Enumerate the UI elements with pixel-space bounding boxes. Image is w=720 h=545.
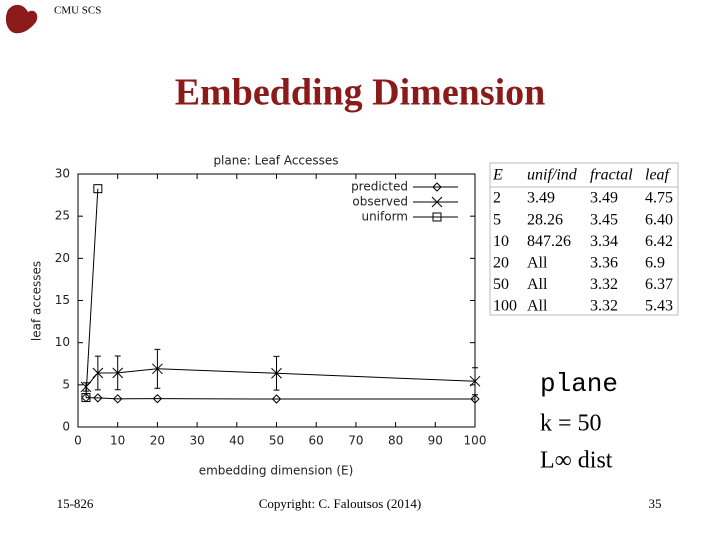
y-tick-label: 10 (55, 335, 70, 349)
table-cell: 3.36 (590, 254, 618, 271)
table-cell: All (527, 298, 548, 315)
y-tick-label: 20 (55, 251, 70, 265)
x-tick-label: 30 (189, 434, 204, 448)
copyright: Copyright: C. Faloutsos (2014) (259, 496, 422, 511)
table-cell: 6.40 (645, 211, 673, 228)
legend-label: observed (352, 195, 408, 209)
table-cell: 6.42 (645, 233, 673, 250)
table-cell: 3.32 (590, 298, 618, 315)
table-cell: 20 (493, 254, 509, 271)
y-tick-label: 5 (62, 377, 70, 391)
y-axis-label: leaf accesses (30, 261, 44, 341)
table-header: unif/ind (527, 167, 578, 184)
table-cell: 3.34 (590, 233, 618, 250)
table-header: E (492, 167, 503, 184)
table-cell: 847.26 (527, 233, 571, 250)
table-cell: 6.37 (645, 276, 673, 293)
error-bar (114, 355, 121, 391)
y-tick-label: 15 (55, 293, 70, 307)
table-cell: 4.75 (645, 190, 673, 207)
course: 15-826 (57, 496, 94, 511)
table-header: leaf (645, 167, 672, 184)
x-tick-label: 10 (110, 434, 125, 448)
note: k = 50 (540, 411, 602, 437)
marker (81, 393, 91, 403)
error-bar (273, 355, 280, 391)
series-line (85, 397, 475, 400)
table-cell: 3.49 (527, 190, 555, 207)
x-tick-label: 70 (348, 434, 363, 448)
legend-marker (431, 196, 443, 208)
y-tick-label: 30 (55, 167, 70, 181)
x-tick-label: 20 (150, 434, 165, 448)
table-cell: 100 (493, 298, 517, 315)
table-cell: 50 (493, 276, 509, 293)
logo (5, 4, 38, 34)
org: CMU SCS (54, 5, 101, 17)
marker (271, 394, 282, 404)
x-tick-label: 60 (309, 434, 324, 448)
table-cell: All (527, 276, 548, 293)
legend-label: uniform (361, 210, 408, 224)
legend-marker (432, 212, 442, 222)
x-tick-label: 50 (269, 434, 284, 448)
table-frame (489, 162, 679, 316)
x-tick-label: 90 (428, 434, 443, 448)
error-bar (472, 367, 478, 396)
table-cell: 3.49 (590, 190, 618, 207)
y-tick-label: 0 (62, 420, 70, 434)
legend-label: predicted (351, 180, 408, 194)
table-cell: 3.45 (590, 211, 618, 228)
y-tick-label: 25 (55, 209, 70, 223)
x-tick-label: 0 (74, 434, 82, 448)
marker (152, 393, 163, 404)
page-number: 35 (649, 496, 662, 511)
table-cell: 6.9 (645, 254, 665, 271)
table-cell: All (527, 254, 548, 271)
error-bar (94, 355, 101, 391)
table-header: fractal (590, 167, 633, 184)
series-line (85, 188, 99, 398)
marker (470, 394, 480, 404)
table-cell: 2 (493, 190, 501, 207)
x-tick-label: 40 (229, 434, 244, 448)
table-cell: 28.26 (527, 211, 563, 228)
marker (93, 184, 103, 194)
table-cell: 5.43 (645, 298, 673, 315)
marker (93, 393, 103, 403)
legend-marker (432, 182, 442, 192)
slide-title: Embedding Dimension (175, 72, 546, 114)
x-axis-label: embedding dimension (E) (199, 464, 354, 478)
chart-title: plane: Leaf Accesses (213, 154, 338, 168)
note: plane (540, 369, 618, 399)
x-tick-label: 100 (464, 434, 487, 448)
note: L∞ dist (540, 448, 613, 474)
x-tick-label: 80 (388, 434, 403, 448)
table-cell: 5 (493, 211, 501, 228)
table-cell: 3.32 (590, 276, 618, 293)
error-bar (154, 348, 161, 389)
marker (112, 394, 123, 404)
table-cell: 10 (493, 233, 509, 250)
